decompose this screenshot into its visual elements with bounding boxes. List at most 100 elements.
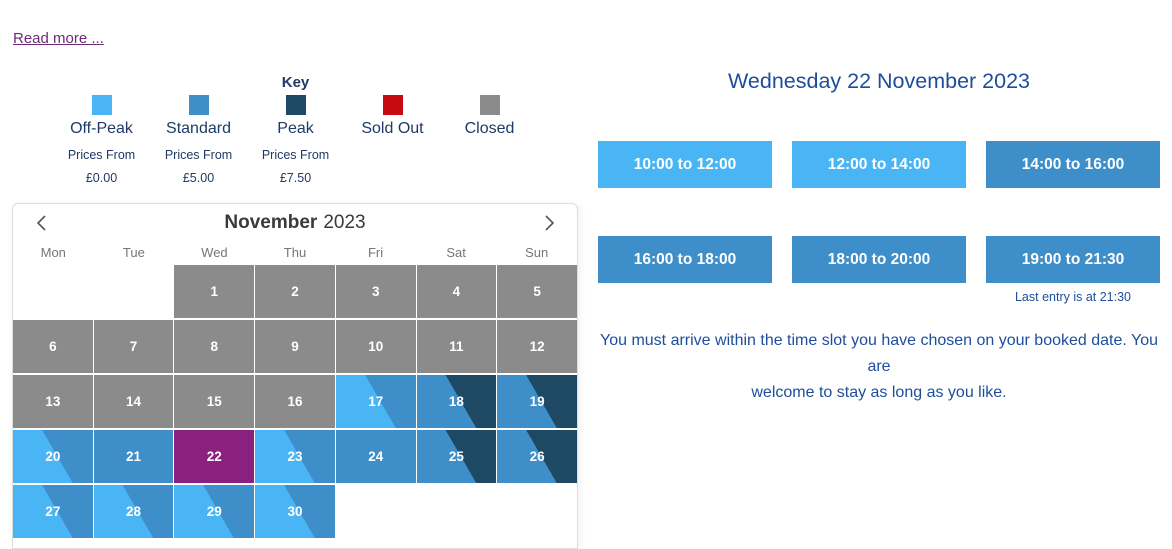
key-spacer (441, 74, 538, 95)
weekday-mon: Mon (40, 245, 66, 260)
day-number: 21 (126, 449, 142, 464)
day-cell-26[interactable]: 26 (497, 430, 577, 483)
day-cell-24[interactable]: 24 (335, 430, 416, 483)
legend-price: £5.00 (182, 171, 215, 185)
slot-cell-4: 16:00 to 18:00 (598, 236, 772, 304)
day-number: 7 (129, 339, 138, 354)
slot-cell-1: 10:00 to 12:00 (598, 141, 772, 188)
peak-swatch (285, 95, 306, 115)
month-name: November (224, 212, 318, 233)
day-cell-21[interactable]: 21 (93, 430, 174, 483)
day-number: 14 (126, 394, 142, 409)
timeslot-button-18-00-to-20-00[interactable]: 18:00 to 20:00 (792, 236, 966, 283)
day-number: 12 (529, 339, 545, 354)
day-number: 27 (45, 504, 61, 519)
read-more-link[interactable]: Read more ... (13, 30, 104, 47)
weekday-sun: Sun (525, 245, 549, 260)
day-number: 23 (287, 449, 303, 464)
day-number: 24 (368, 449, 384, 464)
legend-item-closed: Closed (441, 74, 538, 185)
last-entry-note: Last entry is at 21:30 (1014, 290, 1132, 304)
slot-cell-6: 19:00 to 21:30 Last entry is at 21:30 (986, 236, 1160, 304)
weekday-header-row: Mon Tue Wed Thu Fri Sat Sun (13, 240, 577, 265)
legend-price: £0.00 (85, 171, 118, 185)
day-number: 2 (291, 284, 299, 299)
legend-item-peak: Key Peak Prices From £7.50 (247, 74, 344, 185)
day-cell-1: 1 (174, 265, 255, 318)
timeslot-button-16-00-to-18-00[interactable]: 16:00 to 18:00 (598, 236, 772, 283)
day-cell-22[interactable]: 22 (174, 430, 255, 483)
day-cell-11: 11 (416, 320, 497, 373)
key-title: Key (281, 74, 310, 91)
day-cell-17[interactable]: 17 (335, 375, 416, 428)
day-number: 16 (287, 394, 303, 409)
day-cell-7: 7 (93, 320, 174, 373)
off-peak-swatch (91, 95, 112, 115)
day-cell-2: 2 (255, 265, 335, 318)
day-number: 4 (452, 284, 461, 299)
day-number: 26 (529, 449, 545, 464)
chevron-left-icon (36, 215, 46, 231)
day-cell-4: 4 (416, 265, 497, 318)
day-cell-15: 15 (174, 375, 255, 428)
pricing-key-legend: Off-Peak Prices From £0.00 Standard Prices F… (53, 74, 538, 185)
day-cell-empty (13, 265, 93, 318)
day-cell-18[interactable]: 18 (416, 375, 497, 428)
calendar-grid: 1 2 3 4 5 6 7 8 9 10 11 12 13 14 15 16 17 18 19 20 21 22 23 24 2… (13, 265, 577, 538)
legend-prices-from: Prices From (67, 148, 136, 162)
day-cell-16: 16 (255, 375, 335, 428)
slot-cell-3: 14:00 to 16:00 (986, 141, 1160, 188)
legend-label: Closed (464, 120, 515, 137)
weekday-fri: Fri (367, 245, 384, 260)
day-number: 10 (368, 339, 384, 354)
day-cell-14: 14 (93, 375, 174, 428)
legend-label: Off-Peak (70, 120, 133, 137)
day-cell-19[interactable]: 19 (497, 375, 577, 428)
selected-date-title: Wednesday 22 November 2023 (728, 69, 1030, 93)
arrival-notice: You must arrive within the time slot you… (598, 328, 1160, 406)
calendar-month-title: November 2023 (13, 212, 577, 234)
day-number: 5 (533, 284, 541, 299)
day-cell-28[interactable]: 28 (93, 485, 174, 538)
next-month-button[interactable] (539, 213, 559, 233)
day-cell-5: 5 (497, 265, 577, 318)
day-cell-10: 10 (335, 320, 416, 373)
day-number: 29 (206, 504, 222, 519)
day-cell-9: 9 (255, 320, 335, 373)
day-number: 6 (49, 339, 57, 354)
year-label: 2023 (323, 212, 366, 233)
legend-label: Sold Out (361, 120, 424, 137)
day-cell-29[interactable]: 29 (174, 485, 255, 538)
day-number: 28 (126, 504, 142, 519)
legend-label: Standard (166, 120, 231, 137)
day-number: 30 (287, 504, 303, 519)
day-number: 8 (210, 339, 219, 354)
day-number: 19 (529, 394, 545, 409)
weekday-tue: Tue (122, 245, 145, 260)
sold-out-swatch (382, 95, 403, 115)
closed-swatch (479, 95, 500, 115)
day-cell-6: 6 (13, 320, 93, 373)
key-spacer (344, 74, 441, 95)
day-cell-25[interactable]: 25 (416, 430, 497, 483)
day-cell-27[interactable]: 27 (13, 485, 93, 538)
day-cell-20[interactable]: 20 (13, 430, 93, 483)
day-cell-30[interactable]: 30 (255, 485, 335, 538)
prev-month-button[interactable] (31, 213, 51, 233)
day-number: 25 (448, 449, 464, 464)
timeslot-button-12-00-to-14-00[interactable]: 12:00 to 14:00 (792, 141, 966, 188)
day-number: 17 (368, 394, 384, 409)
day-number: 3 (371, 284, 380, 299)
standard-swatch (188, 95, 209, 115)
day-details-panel: Wednesday 22 November 2023 10:00 to 12:0… (598, 0, 1160, 406)
day-number: 22 (206, 449, 222, 464)
day-number: 9 (291, 339, 299, 354)
day-cell-23[interactable]: 23 (255, 430, 335, 483)
timeslot-button-10-00-to-12-00[interactable]: 10:00 to 12:00 (598, 141, 772, 188)
timeslot-button-14-00-to-16-00[interactable]: 14:00 to 16:00 (986, 141, 1160, 188)
timeslot-button-19-00-to-21-30[interactable]: 19:00 to 21:30 (986, 236, 1160, 283)
key-spacer (53, 74, 150, 95)
slot-cell-5: 18:00 to 20:00 (792, 236, 966, 304)
